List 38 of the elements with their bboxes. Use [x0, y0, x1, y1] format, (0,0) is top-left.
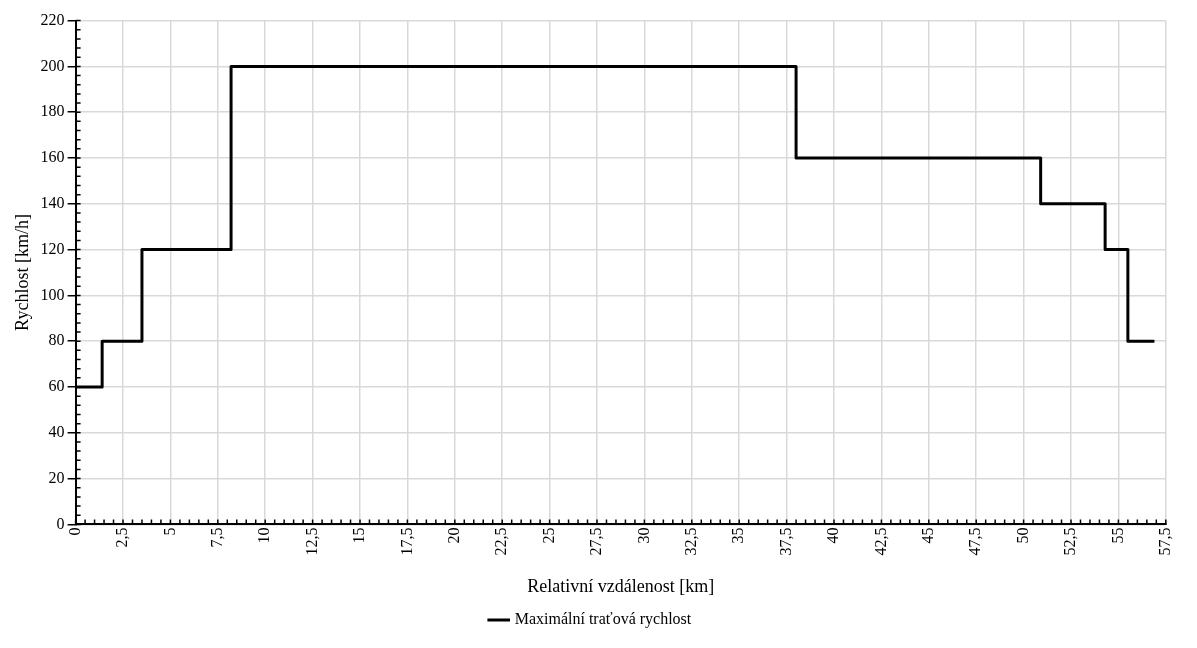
x-tick-label: 52,5 — [1061, 527, 1079, 556]
x-tick-label: 2,5 — [113, 527, 131, 548]
x-tick-label: 7,5 — [208, 527, 225, 548]
x-tick-label: 45 — [919, 527, 936, 544]
y-tick-label: 40 — [48, 423, 65, 440]
y-axis-title: Rychlost [km/h] — [11, 214, 32, 331]
x-tick-label: 32,5 — [682, 527, 699, 556]
y-tick-label: 140 — [40, 194, 65, 211]
x-tick-label: 47,5 — [966, 527, 984, 556]
x-axis-title: Relativní vzdálenost [km] — [527, 575, 715, 596]
legend-label: Maximální traťová rychlost — [514, 610, 692, 629]
x-tick-label: 15 — [350, 527, 368, 544]
x-tick-label: 20 — [445, 527, 462, 544]
x-tick-label: 55 — [1108, 527, 1126, 544]
x-tick-label: 57,5 — [1156, 527, 1173, 556]
x-tick-label: 12,5 — [302, 527, 320, 556]
x-tick-label: 27,5 — [587, 527, 605, 556]
x-tick-label: 10 — [255, 527, 273, 544]
y-tick-label: 20 — [48, 468, 65, 486]
y-tick-label: 60 — [48, 377, 65, 395]
y-tick-label: 220 — [40, 10, 65, 28]
y-tick-label: 100 — [40, 285, 65, 303]
x-tick-label: 17,5 — [397, 527, 415, 556]
y-tick-label: 120 — [40, 239, 65, 257]
x-tick-label: 25 — [539, 527, 557, 544]
y-tick-label: 180 — [40, 102, 65, 120]
x-tick-label: 0 — [65, 527, 83, 536]
y-tick-label: 160 — [40, 148, 65, 166]
y-tick-label: 80 — [48, 331, 65, 349]
x-tick-label: 42,5 — [871, 527, 889, 556]
x-tick-label: 5 — [160, 527, 178, 536]
x-tick-label: 40 — [824, 527, 842, 544]
x-tick-label: 50 — [1013, 527, 1031, 544]
x-tick-label: 35 — [729, 527, 747, 544]
x-tick-label: 22,5 — [492, 527, 510, 556]
x-tick-label: 30 — [634, 527, 652, 544]
y-tick-label: 200 — [40, 56, 65, 74]
x-tick-label: 37,5 — [776, 527, 794, 556]
